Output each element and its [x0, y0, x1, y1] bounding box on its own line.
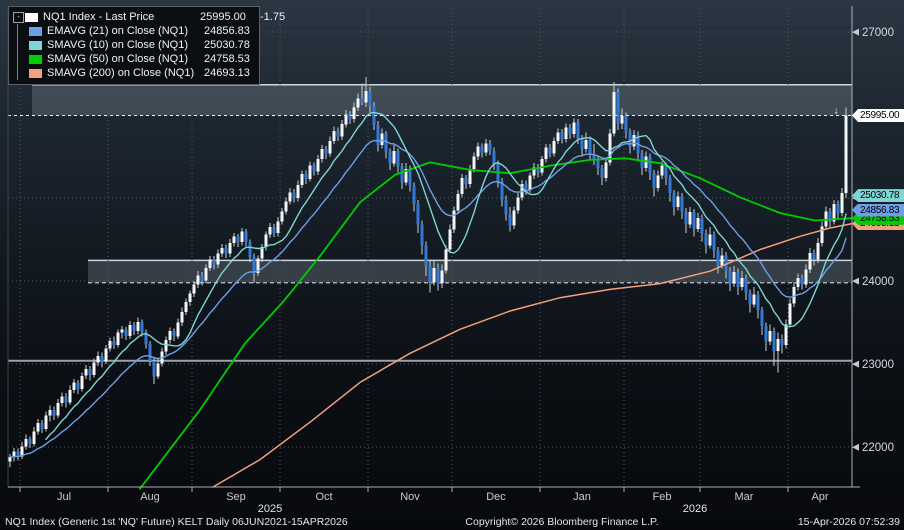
copyright-text: Copyright© 2026 Bloomberg Finance L.P. [465, 516, 659, 528]
legend-change: -1.75 [260, 11, 286, 23]
legend-value: 24758.53 [204, 53, 250, 65]
legend-collapse-toggle[interactable]: - [13, 11, 24, 23]
legend-tree-rail [17, 66, 29, 80]
legend-tree-rail [17, 38, 29, 52]
emavg-21-line [9, 139, 847, 458]
y-tick-arrow-icon [852, 28, 859, 36]
axes: 270002600025000240002300022000JulAugSepO… [7, 6, 894, 515]
smavg-200-line [212, 222, 853, 488]
x-year-label: 2025 [258, 503, 282, 515]
legend-label: EMAVG (21) on Close (NQ1) [47, 25, 189, 37]
x-month-label: Apr [811, 491, 828, 503]
x-year-label: 2026 [683, 503, 707, 515]
legend-row-4[interactable]: SMAVG (200) on Close (NQ1) 24693.13 [13, 66, 255, 80]
chart-description: NQ1 Index (Generic 1st 'NQ' Future) KELT… [5, 516, 348, 528]
candles[interactable] [8, 76, 848, 468]
y-tick-label: 23000 [862, 359, 894, 371]
legend-swatch-icon [29, 40, 42, 50]
legend-label: NQ1 Index - Last Price [43, 11, 155, 23]
last-price-arrow-icon: ↓ [834, 106, 839, 117]
x-month-label: Sep [226, 491, 246, 503]
y-tick-label: 24000 [862, 276, 894, 288]
x-month-label: Oct [315, 491, 332, 503]
smavg-10-line [45, 111, 847, 440]
price-badge-2: 25030.78 [852, 189, 904, 203]
legend-value: 24856.83 [204, 25, 250, 37]
x-month-label: Feb [653, 491, 672, 503]
legend-swatch-icon [25, 12, 38, 22]
legend-tree-rail [17, 52, 29, 66]
legend-swatch-icon [29, 54, 42, 64]
legend-value: 24693.13 [204, 67, 250, 79]
legend-tree-rail [17, 24, 29, 38]
legend-value: 25995.00 [200, 11, 246, 23]
chart-legend[interactable]: - NQ1 Index - Last Price 25995.00 -1.75 EMAV… [8, 6, 285, 85]
legend-row-1[interactable]: EMAVG (21) on Close (NQ1) 24856.83 [13, 24, 255, 38]
legend-row-2[interactable]: SMAVG (10) on Close (NQ1) 25030.78 [13, 38, 255, 52]
legend-swatch-icon [29, 26, 42, 36]
x-month-label: Jul [57, 491, 71, 503]
y-tick-arrow-icon [852, 277, 859, 285]
x-month-label: Dec [486, 491, 506, 503]
y-tick-label: 22000 [862, 442, 894, 454]
legend-value: 25030.78 [204, 39, 250, 51]
footer-bar: NQ1 Index (Generic 1st 'NQ' Future) KELT… [0, 514, 904, 530]
timestamp-text: 15-Apr-2026 07:52:39 [797, 516, 900, 528]
resistance-zones [32, 84, 852, 284]
smavg-50-line [139, 157, 853, 490]
y-tick-arrow-icon [852, 443, 859, 451]
x-month-label: Aug [140, 491, 160, 503]
legend-row-0[interactable]: - NQ1 Index - Last Price 25995.00 -1.75 [13, 10, 285, 24]
y-tick-label: 27000 [862, 27, 894, 39]
x-month-label: Jan [573, 491, 591, 503]
y-tick-arrow-icon [852, 360, 859, 368]
legend-label: SMAVG (200) on Close (NQ1) [47, 67, 195, 79]
legend-label: SMAVG (50) on Close (NQ1) [47, 53, 189, 65]
legend-swatch-icon [29, 68, 42, 78]
price-badge-1: 24856.83 [852, 203, 904, 217]
x-month-label: Nov [400, 491, 420, 503]
x-month-label: Mar [735, 491, 754, 503]
legend-row-3[interactable]: SMAVG (50) on Close (NQ1) 24758.53 [13, 52, 255, 66]
price-badge-0: 25995.00 [852, 109, 904, 122]
legend-label: SMAVG (10) on Close (NQ1) [47, 39, 189, 51]
